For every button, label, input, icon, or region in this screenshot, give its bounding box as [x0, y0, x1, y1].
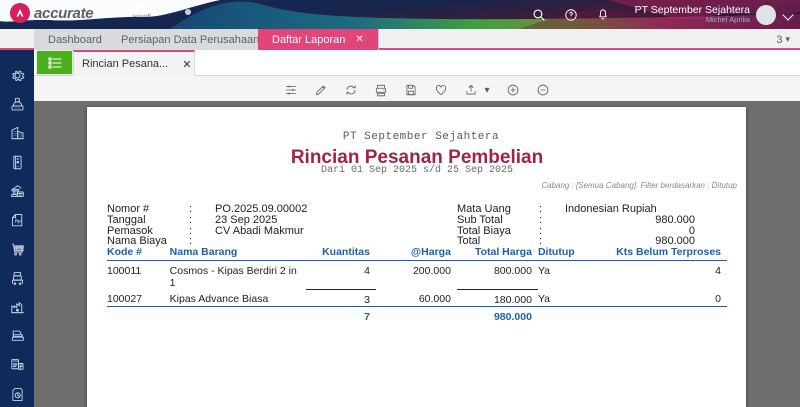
svg-text:TAX: TAX	[12, 359, 18, 363]
svg-text:Rp: Rp	[14, 219, 20, 224]
